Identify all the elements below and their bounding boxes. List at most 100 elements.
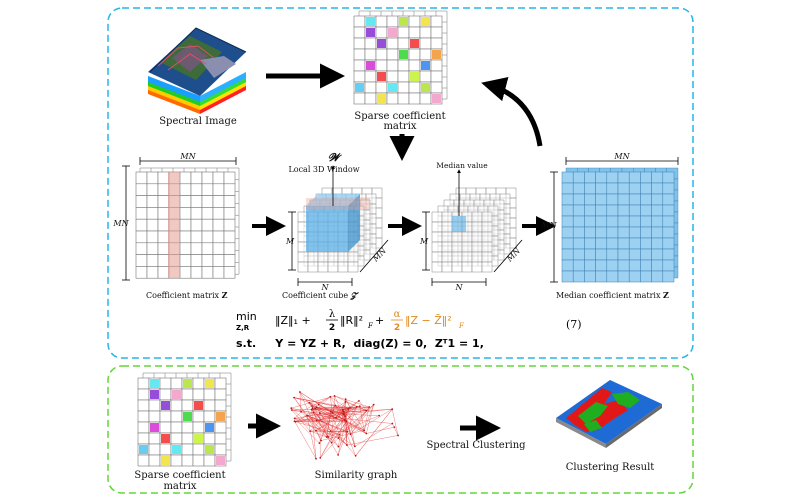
sparse-cell: [377, 39, 386, 48]
graph-edge: [299, 392, 302, 412]
median-cell: [662, 193, 675, 206]
grid-cell: [181, 399, 194, 412]
grid-cell: [201, 230, 214, 244]
graph-edge: [338, 437, 348, 446]
median-cell: [628, 193, 641, 206]
grid-cell: [146, 266, 159, 279]
top-panel-border: [107, 7, 694, 359]
median-cell: [595, 259, 608, 272]
grid-cell: [375, 26, 388, 39]
graph-edge: [359, 406, 365, 431]
grid-cell: [181, 443, 194, 456]
grid-cell: [386, 70, 399, 83]
grid-cell: [157, 183, 170, 196]
grid-cell: [223, 230, 236, 244]
sparse-cell: [161, 401, 170, 410]
median-cell: [662, 182, 675, 195]
grid-cell: [170, 377, 183, 390]
cube-cell: [337, 251, 349, 263]
graph-node: [334, 404, 337, 407]
cube-cell: [317, 251, 329, 263]
sparse-cell: [388, 28, 397, 37]
cube-cell: [481, 221, 493, 233]
median-cell: [640, 204, 652, 217]
grid-cell: [375, 81, 388, 94]
graph-node: [365, 409, 368, 412]
median-cell: [595, 171, 608, 184]
grid-cell: [223, 207, 236, 220]
grid-cell: [157, 242, 170, 255]
graph-edge: [291, 409, 311, 432]
median-cell: [628, 248, 641, 261]
grid-cell: [137, 399, 150, 412]
grid-cell: [419, 26, 432, 39]
graph-edge: [294, 421, 317, 459]
grid-cell: [375, 59, 388, 72]
coeff-cube-label: Coefficient cube 𝓩: [282, 290, 360, 300]
graph-edge: [328, 415, 380, 438]
sparse-cell: [172, 445, 181, 454]
median-cell: [595, 248, 608, 261]
cube-cell: [471, 261, 483, 273]
median-cell: [595, 215, 608, 228]
median-cell: [572, 237, 585, 250]
graph-node: [335, 416, 337, 419]
median-cell: [561, 248, 574, 261]
sparse-cell: [216, 412, 225, 421]
median-cell: [662, 248, 675, 261]
grid-cell: [203, 454, 216, 467]
median-cell: [572, 270, 585, 283]
graph-edge: [312, 408, 337, 418]
grid-cell: [212, 266, 225, 279]
graph-node: [331, 412, 334, 414]
cube-cell: [451, 251, 463, 263]
grid-cell: [179, 218, 192, 232]
grid-cell: [170, 432, 183, 445]
graph-node: [344, 398, 347, 401]
graph-edge: [311, 409, 339, 455]
graph-node: [329, 430, 332, 432]
sparse-cell: [205, 423, 214, 432]
median-cell: [651, 259, 664, 272]
grid-cell: [364, 37, 377, 50]
median-matrix-dims: [550, 157, 679, 283]
grid-cell: [190, 218, 203, 232]
sparse-matrix-label-bottom-line2: matrix: [163, 481, 196, 492]
median-cell: [606, 237, 619, 250]
grid-cell: [179, 195, 192, 208]
graph-edge: [306, 415, 317, 459]
graph-node: [315, 457, 317, 460]
median-cell: [572, 171, 585, 184]
grid-cell: [201, 183, 214, 196]
median-cell: [662, 237, 675, 250]
cube-cell: [431, 231, 443, 243]
cube2-n-label: N: [455, 283, 464, 292]
eq-term3-sub: F: [458, 322, 465, 330]
grid-cell: [135, 207, 148, 220]
sparse-coefficient-matrix-bottom: [137, 372, 232, 467]
graph-node: [338, 433, 341, 436]
graph-edge: [311, 409, 332, 432]
graph-edge: [342, 407, 351, 410]
sparse-cell: [399, 50, 408, 59]
grid-cell: [408, 26, 421, 39]
median-cell: [628, 259, 641, 272]
grid-cell: [214, 388, 227, 401]
graph-node: [346, 430, 349, 433]
grid-cell: [386, 59, 399, 72]
grid-cell: [364, 81, 377, 94]
sparse-cell: [377, 72, 386, 81]
sparse-cell: [205, 379, 214, 388]
median-cell: [584, 226, 596, 239]
grid-cell: [203, 410, 216, 423]
cube-cell: [431, 221, 443, 233]
grid-cell: [146, 171, 159, 185]
grid-cell: [223, 242, 236, 255]
eq-min: min: [236, 310, 257, 323]
grid-cell: [201, 171, 214, 185]
median-cell: [572, 204, 585, 217]
graph-edge: [345, 399, 348, 446]
grid-cell: [146, 218, 159, 232]
grid-cell: [146, 254, 159, 267]
median-matrix-height-label: MN: [540, 221, 557, 230]
